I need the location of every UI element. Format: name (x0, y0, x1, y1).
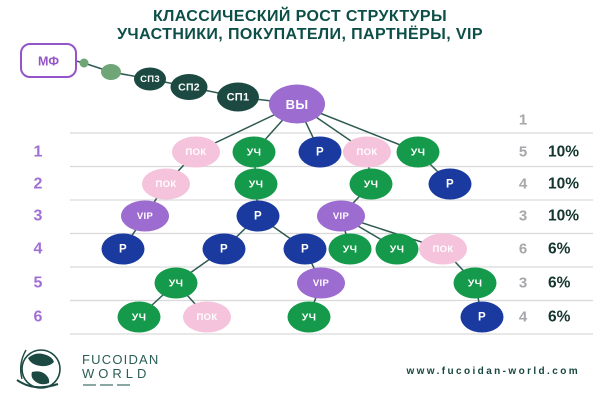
globe-icon (16, 349, 61, 389)
tree-node (328, 233, 372, 265)
node-label: УЧ (468, 278, 483, 290)
node-label: УЧ (302, 312, 317, 324)
node-label: VIP (333, 211, 350, 222)
node-label: УЧ (247, 147, 262, 159)
node-label: VIP (313, 278, 330, 289)
tree-node (343, 136, 391, 168)
node-label: УЧ (343, 244, 358, 256)
fucoidan-logo: FUCOIDAN WORLD (14, 344, 234, 396)
node-label: ПОК (433, 244, 454, 255)
row-label: 2 (34, 176, 43, 193)
tree-node (202, 233, 246, 265)
row-percent: 6% (548, 275, 571, 292)
website-url: www.fucoidan-world.com (406, 366, 580, 377)
logo-line-2: WORLD (82, 366, 151, 381)
logo-line-1: FUCOIDAN (82, 352, 160, 367)
tree-node (217, 82, 259, 112)
node-label: ПОК (357, 147, 378, 158)
node-label: ВЫ (286, 97, 309, 112)
mf-box (20, 43, 77, 78)
chain-dot (101, 64, 121, 80)
node-label: УЧ (169, 278, 184, 290)
tree-node (236, 200, 280, 232)
row-label: 3 (34, 208, 43, 225)
title-line-2: УЧАСТНИКИ, ПОКУПАТЕЛИ, ПАРТНЁРЫ, VIP (117, 26, 483, 43)
node-label: СП2 (178, 82, 200, 94)
tree-node (183, 301, 231, 333)
page-title: КЛАССИЧЕСКИЙ РОСТ СТРУКТУРЫ УЧАСТНИКИ, П… (0, 8, 600, 44)
tree-node (349, 168, 393, 200)
row-count: 3 (519, 275, 527, 292)
node-label: Р (301, 244, 309, 256)
tree-node (134, 67, 166, 91)
node-label: Р (119, 244, 127, 256)
tree-node (234, 168, 278, 200)
row-count: 4 (519, 176, 528, 193)
node-label: ПОК (156, 179, 177, 190)
tree-node (298, 136, 342, 168)
tree-node (419, 233, 467, 265)
logo-tagline (83, 384, 130, 386)
node-label: УЧ (249, 179, 264, 191)
node-label: Р (316, 147, 324, 159)
row-percent: 6% (548, 241, 571, 258)
top-count: 1 (519, 112, 527, 129)
mf-label: МФ (38, 55, 59, 69)
row-count: 4 (519, 309, 528, 326)
tree-node (396, 136, 440, 168)
tree-node (142, 168, 190, 200)
tree-node (460, 301, 504, 333)
row-label: 4 (34, 241, 43, 258)
chain-dot (79, 58, 89, 68)
node-label: VIP (137, 211, 154, 222)
row-percent: 6% (548, 309, 571, 326)
row-percent: 10% (548, 144, 579, 161)
tree-node (375, 233, 419, 265)
node-label: УЧ (132, 312, 147, 324)
row-count: 5 (519, 144, 527, 161)
tree-node (101, 233, 145, 265)
node-label: Р (254, 211, 262, 223)
node-label: СП3 (140, 74, 160, 85)
node-label: СП1 (227, 92, 250, 104)
tree-node (287, 301, 331, 333)
node-label: УЧ (390, 244, 405, 256)
tree-node (428, 168, 472, 200)
row-percent: 10% (548, 208, 579, 225)
tree-node (117, 301, 161, 333)
title-line-1: КЛАССИЧЕСКИЙ РОСТ СТРУКТУРЫ (152, 8, 448, 25)
tree-node (453, 267, 497, 299)
node-label: ПОК (186, 147, 207, 158)
tree-node (297, 267, 345, 299)
row-label: 6 (34, 309, 43, 326)
node-label: Р (478, 312, 486, 324)
node-label: Р (446, 179, 454, 191)
tree-node (170, 74, 208, 100)
tree-node (232, 136, 276, 168)
tree-node (121, 200, 169, 232)
row-count: 3 (519, 208, 527, 225)
logo-text: FUCOIDAN WORLD (82, 353, 160, 381)
tree-node (283, 233, 327, 265)
row-label: 5 (34, 275, 43, 292)
node-label: Р (220, 244, 228, 256)
node-label: УЧ (411, 147, 426, 159)
row-count: 6 (519, 241, 527, 258)
tree-node (172, 136, 220, 168)
node-label: ПОК (197, 312, 218, 323)
row-percent: 10% (548, 176, 579, 193)
node-label: УЧ (364, 179, 379, 191)
tree-node (154, 267, 198, 299)
row-label: 1 (34, 144, 43, 161)
tree-node (317, 200, 365, 232)
tree-node (269, 84, 325, 124)
